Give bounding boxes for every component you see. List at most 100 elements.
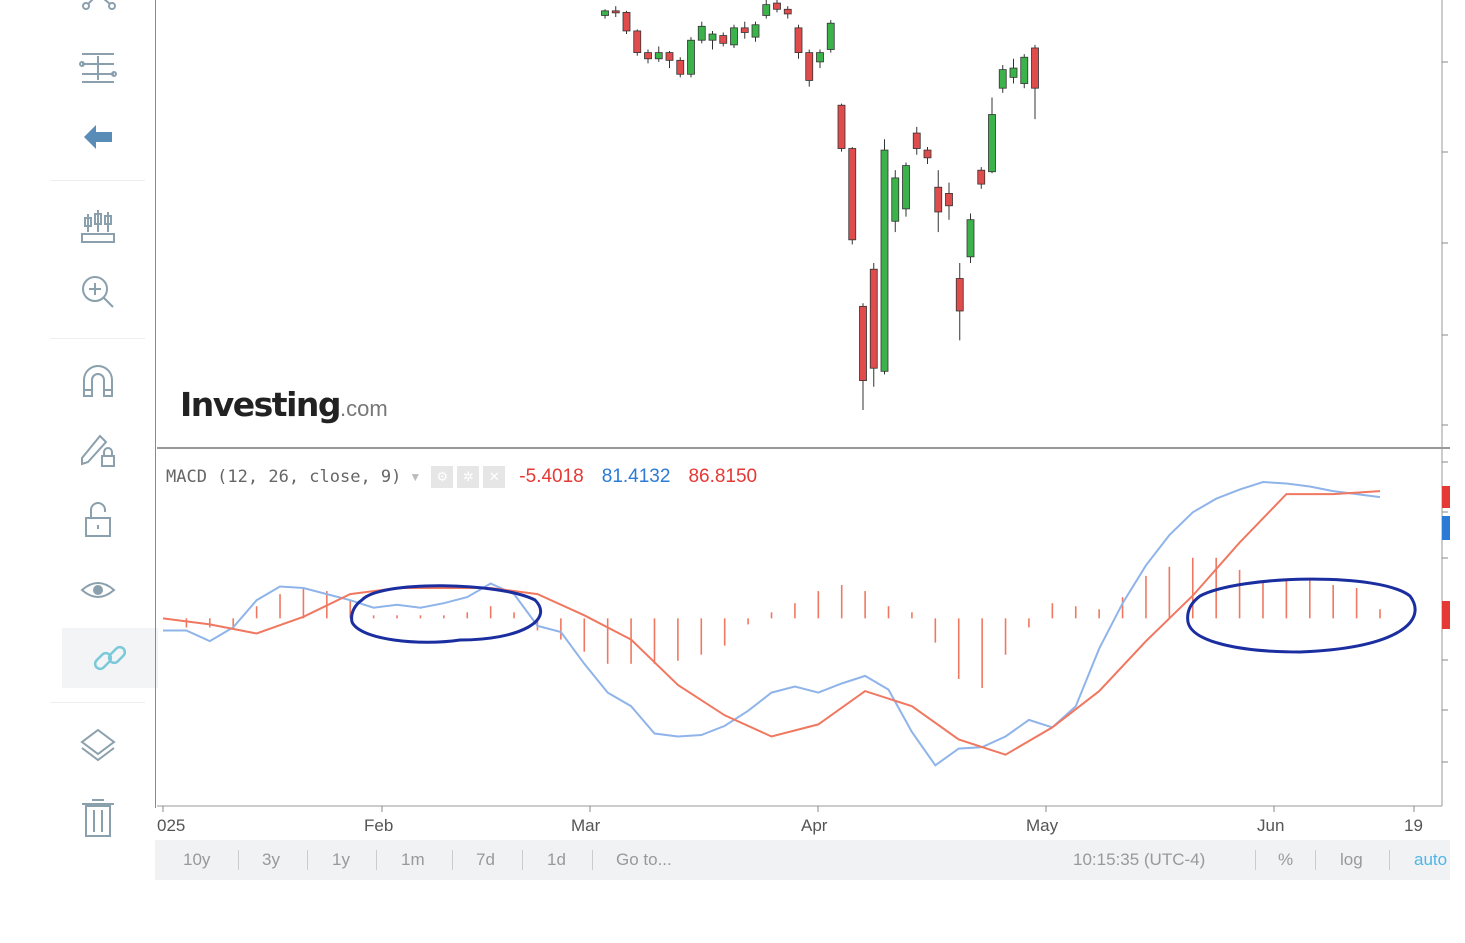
candle-down	[740, 27, 749, 33]
divider	[522, 850, 523, 870]
candle-down	[773, 2, 781, 10]
eye-icon[interactable]	[78, 570, 118, 610]
logo-brand: Investing	[180, 385, 342, 424]
x-axis-label: Jun	[1257, 816, 1285, 835]
x-axis-label: Mar	[571, 816, 601, 835]
macd-legend: MACD (12, 26, close, 9) ▼ ⚙ ✲ ✕ -5.4018 …	[166, 466, 757, 488]
candle-down	[923, 149, 932, 159]
candle-up	[1009, 67, 1018, 78]
candle-up	[966, 219, 975, 258]
macd-indicator-name[interactable]: MACD (12, 26, close, 9)	[166, 467, 402, 487]
range-1d-button[interactable]: 1d	[547, 850, 566, 869]
divider	[452, 850, 453, 870]
x-axis-label: May	[1026, 816, 1059, 835]
candle-up	[816, 52, 824, 63]
candle-up	[1020, 56, 1029, 84]
candle-down	[676, 59, 685, 75]
divider	[307, 850, 308, 870]
macd-line-value: 81.4132	[601, 466, 671, 487]
candle-down	[794, 27, 803, 54]
candle-down	[805, 52, 814, 81]
bottom-toolbar: 10y 3y 1y 1m 7d 1d Go to... 10:15:35 (UT…	[155, 840, 1450, 880]
histogram-price-marker	[1442, 601, 1450, 629]
drawing-toolbar	[50, 0, 158, 860]
divider	[592, 850, 593, 870]
toolbar-divider	[50, 180, 145, 181]
candle-up	[697, 25, 706, 41]
x-axis-label: 025	[157, 816, 186, 835]
candle-down	[955, 278, 964, 312]
magnet-icon[interactable]	[78, 362, 118, 402]
chart-left-border	[155, 0, 156, 808]
divider	[1389, 850, 1390, 870]
candle-down	[869, 268, 878, 369]
candle-up	[751, 24, 760, 38]
range-3y-button[interactable]: 3y	[262, 850, 280, 869]
measure-icon[interactable]	[78, 206, 118, 246]
x-axis-label: 19	[1404, 816, 1423, 835]
candle-down	[934, 186, 943, 213]
candle-down	[859, 305, 867, 382]
candle-down	[633, 30, 642, 54]
candle-down	[848, 148, 857, 241]
candle-up	[998, 69, 1007, 89]
candle-up	[880, 149, 889, 372]
go-to-button[interactable]: Go to...	[616, 850, 672, 869]
annotation-ellipse	[1186, 577, 1417, 654]
settings-icon[interactable]: ⚙	[431, 466, 454, 488]
signal-price-marker	[1442, 486, 1450, 508]
candle-down	[611, 10, 620, 14]
candle-up	[654, 52, 663, 60]
candle-down	[622, 11, 631, 32]
candle-up	[762, 4, 771, 16]
macd-line	[163, 480, 1381, 767]
candle-down	[945, 192, 953, 207]
candle-down	[644, 52, 652, 60]
divider	[376, 850, 377, 870]
divider	[1315, 850, 1316, 870]
macd-price-marker	[1442, 516, 1450, 540]
x-axis-label: Feb	[364, 816, 394, 835]
candle-down	[719, 35, 728, 44]
back-arrow-icon[interactable]	[78, 117, 118, 157]
range-1y-button[interactable]: 1y	[332, 850, 350, 869]
macd-signal-value: 86.8150	[688, 466, 758, 487]
trend-lines-icon[interactable]	[78, 0, 118, 28]
candle-up	[891, 177, 900, 222]
lock-drawings-icon[interactable]	[78, 430, 118, 470]
candle-up	[730, 27, 738, 46]
candle-down	[912, 132, 921, 149]
range-7d-button[interactable]: 7d	[476, 850, 495, 869]
layers-icon[interactable]	[78, 726, 118, 766]
close-icon[interactable]: ✕	[483, 466, 506, 488]
divider	[1255, 850, 1256, 870]
x-axis-label: Apr	[801, 816, 828, 835]
annotation-ellipse	[350, 584, 543, 644]
percent-toggle[interactable]: %	[1278, 850, 1294, 869]
candle-down	[837, 104, 846, 149]
zoom-in-icon[interactable]	[78, 272, 118, 312]
candle-up	[902, 165, 910, 210]
trash-icon[interactable]	[78, 798, 118, 838]
signal-line	[162, 490, 1381, 756]
range-10y-button[interactable]: 10y	[183, 850, 211, 869]
toolbar-divider	[50, 338, 145, 339]
auto-toggle[interactable]: auto	[1414, 850, 1448, 869]
log-toggle[interactable]: log	[1340, 850, 1363, 869]
range-1m-button[interactable]: 1m	[401, 850, 425, 869]
chevron-down-icon[interactable]: ▼	[409, 470, 422, 484]
candle-down	[1031, 47, 1039, 89]
candle-down	[977, 169, 986, 185]
fib-tools-icon[interactable]	[78, 48, 118, 88]
candle-down	[665, 52, 674, 61]
candle-up	[826, 22, 835, 50]
candle-up	[687, 39, 695, 75]
link-icon[interactable]	[62, 628, 158, 688]
macd-histogram-value: -5.4018	[519, 466, 584, 487]
unlock-icon[interactable]	[78, 500, 118, 540]
gear-icon[interactable]: ✲	[457, 466, 480, 488]
divider	[238, 850, 239, 870]
candle-up	[708, 33, 717, 41]
logo-suffix: .com	[340, 396, 388, 421]
